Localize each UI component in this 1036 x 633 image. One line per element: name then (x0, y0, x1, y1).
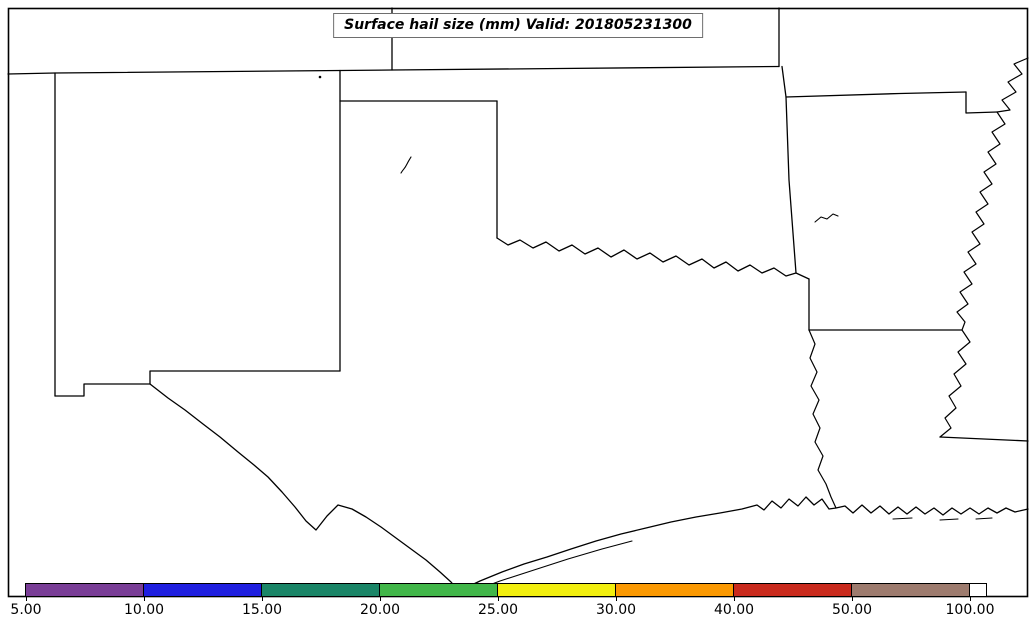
border-missouri-bootheel (965, 91, 998, 114)
colorbar-tick-label: 10.00 (123, 602, 165, 618)
colorbar-segment-20.00-25.00 (380, 584, 498, 596)
colorbar-tick-label: 15.00 (241, 602, 283, 618)
colorbar-tick (144, 597, 145, 601)
colorbar-tick-label: 40.00 (713, 602, 755, 618)
border-louisiana-mississippi-31n (939, 436, 1029, 442)
colorbar-tick-label: 30.00 (595, 602, 637, 618)
border-new-mexico-south (54, 383, 151, 397)
colorbar-segment-5.00-10.00 (26, 584, 144, 596)
colorbar-segment-above-100.00 (970, 584, 986, 596)
state-borders (7, 7, 1029, 594)
map-speck (318, 75, 322, 79)
border-red-river (496, 237, 810, 280)
colorbar-segment-25.00-30.00 (498, 584, 616, 596)
colorbar-tick-label: 50.00 (831, 602, 873, 618)
colorbar-segment-40.00-50.00 (734, 584, 852, 596)
border-rio-grande (149, 383, 460, 592)
border-missouri-arkansas (785, 91, 967, 98)
border-texas-new-mexico-32n (149, 370, 341, 385)
border-sabine-river (808, 329, 837, 509)
arkansas-river-fragment (814, 213, 839, 223)
colorbar-segment-50.00-100.00 (852, 584, 970, 596)
colorbar-tick (616, 597, 617, 601)
coastal-islands (892, 517, 993, 521)
plot-frame (7, 7, 1029, 598)
gulf-coastline (458, 496, 1029, 592)
colorbar-tick (734, 597, 735, 601)
colorbar-tick (26, 597, 27, 601)
colorbar-segment-15.00-20.00 (262, 584, 380, 596)
plot-title: Surface hail size (mm) Valid: 2018052313… (333, 13, 703, 38)
canadian-river-fragment (400, 156, 412, 174)
colorbar-tick-label: 20.00 (359, 602, 401, 618)
colorbar-tick (498, 597, 499, 601)
colorbar-segment-30.00-40.00 (616, 584, 734, 596)
border-mississippi-river (939, 57, 1029, 438)
colorbar-tick (852, 597, 853, 601)
border-37n (7, 65, 780, 75)
colorbar-tick-label: 5.00 (10, 602, 42, 618)
border-oklahoma-east (781, 65, 797, 274)
colorbar-tick (262, 597, 263, 601)
colorbar-tick (970, 597, 971, 601)
colorbar-tick (380, 597, 381, 601)
colorbar-tick-label: 25.00 (477, 602, 519, 618)
colorbar (25, 583, 987, 597)
colorbar-segment-10.00-15.00 (144, 584, 262, 596)
colorbar-tick-label: 100.00 (945, 602, 995, 618)
